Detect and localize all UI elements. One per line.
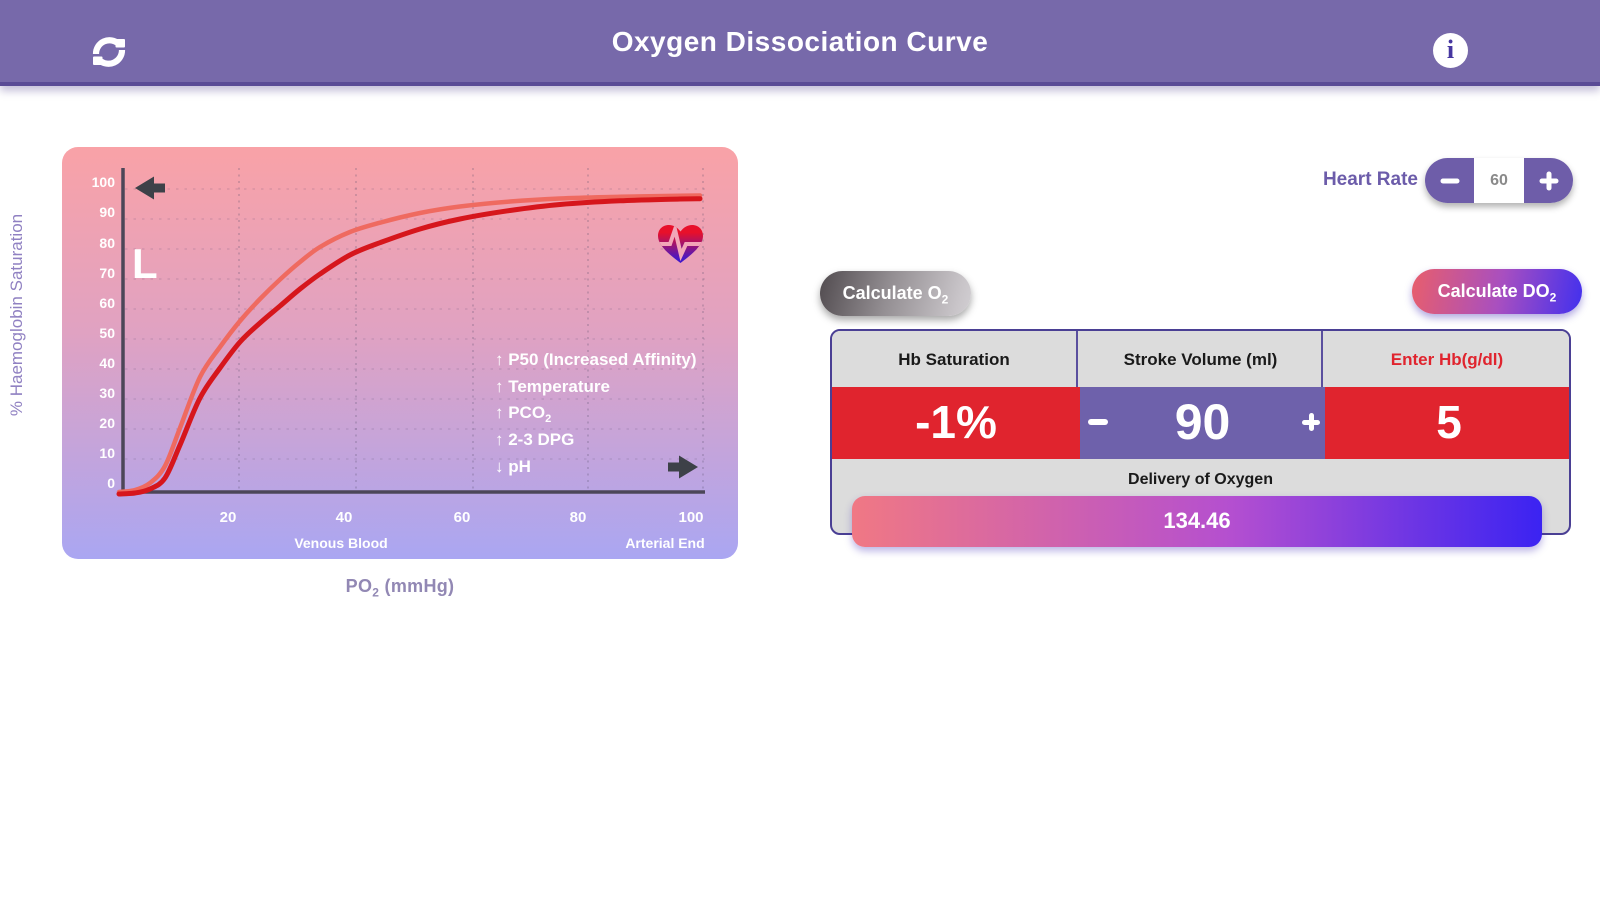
svg-text:50: 50 (99, 325, 115, 341)
svg-text:20: 20 (220, 509, 237, 526)
svg-text:40: 40 (99, 355, 115, 371)
svg-text:60: 60 (454, 509, 471, 526)
svg-text:60: 60 (99, 295, 115, 311)
svg-text:Venous Blood: Venous Blood (294, 535, 387, 551)
svg-text:80: 80 (570, 509, 587, 526)
svg-text:↑ P50 (Increased Affinity): ↑ P50 (Increased Affinity) (495, 350, 697, 369)
svg-text:100: 100 (92, 174, 116, 190)
svg-text:30: 30 (99, 385, 115, 401)
svg-text:100: 100 (678, 509, 703, 526)
svg-text:90: 90 (99, 204, 115, 220)
svg-text:40: 40 (336, 509, 353, 526)
svg-text:↑ Temperature: ↑ Temperature (495, 377, 610, 396)
svg-text:Arterial End: Arterial End (625, 535, 704, 551)
svg-text:↑ 2-3 DPG: ↑ 2-3 DPG (495, 430, 574, 449)
svg-text:↑ PCO2: ↑ PCO2 (495, 403, 551, 425)
svg-text:↓ pH: ↓ pH (495, 457, 531, 476)
svg-text:0: 0 (107, 475, 115, 491)
svg-text:70: 70 (99, 265, 115, 281)
svg-text:20: 20 (99, 415, 115, 431)
svg-text:L: L (132, 240, 158, 287)
svg-text:10: 10 (99, 445, 115, 461)
svg-text:80: 80 (99, 235, 115, 251)
